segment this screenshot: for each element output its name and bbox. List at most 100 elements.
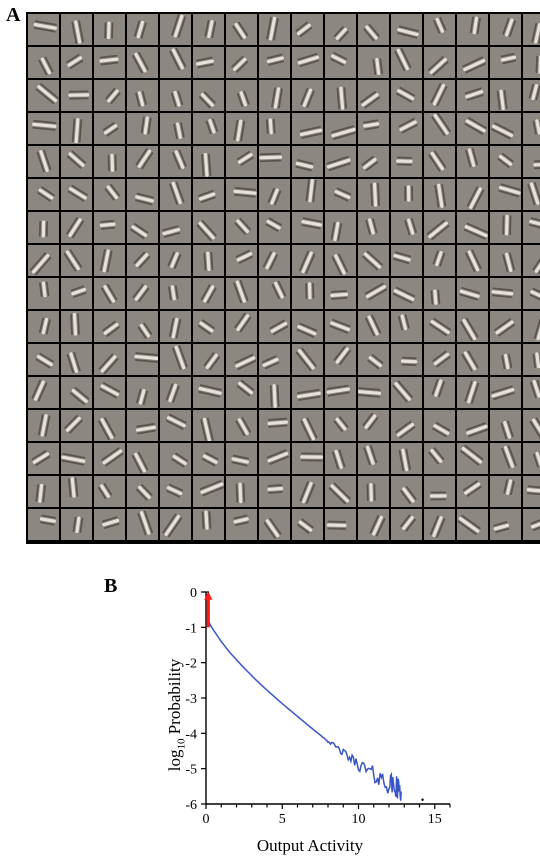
filter-cell [424,443,455,474]
filter-cell [94,278,125,309]
filter-cell [457,245,488,276]
filter-cell [160,311,191,342]
filter-cell [226,47,257,78]
filter-cell [160,476,191,507]
filter-cell [457,377,488,408]
filter-cell [523,278,540,309]
filter-cell [94,113,125,144]
filter-cell [523,80,540,111]
y-tick-label: -6 [185,798,197,813]
filter-cell [193,179,224,210]
filter-cell [127,443,158,474]
filter-cell [523,146,540,177]
filter-cell [523,311,540,342]
filter-cell [160,212,191,243]
filter-cell [523,14,540,45]
filter-cell [424,476,455,507]
filter-cell [391,377,422,408]
filter-cell [424,344,455,375]
filter-cell [292,443,323,474]
filter-cell [490,245,521,276]
filter-cell [358,377,389,408]
filter-cell [226,113,257,144]
filter-cell [28,179,59,210]
filter-cell [457,80,488,111]
filter-cell [193,245,224,276]
filter-cell [424,509,455,540]
panel-b-plot: 0-1-2-3-4-5-6051015 log10 Probability Ou… [150,580,470,850]
filter-cell [61,179,92,210]
y-tick-label: 0 [190,586,197,601]
filter-cell [226,410,257,441]
filter-cell [391,212,422,243]
filter-cell [226,245,257,276]
filter-cell [28,443,59,474]
filter-cell [61,311,92,342]
filter-cell [61,509,92,540]
filter-cell [292,146,323,177]
filter-cell [391,311,422,342]
filter-cell [28,377,59,408]
filter-cell [61,80,92,111]
filter-cell [424,377,455,408]
filter-cell [523,410,540,441]
filter-cell [325,344,356,375]
filter-cell [490,179,521,210]
filter-cell [94,443,125,474]
filter-cell [193,509,224,540]
filter-cell [358,179,389,210]
filter-cell [28,113,59,144]
filter-cell [457,410,488,441]
filter-cell [259,245,290,276]
filter-cell [226,509,257,540]
filter-cell [424,212,455,243]
filter-cell [160,344,191,375]
filter-cell [424,410,455,441]
filter-cell [457,476,488,507]
filter-cell [61,476,92,507]
filter-cell [259,443,290,474]
filter-cell [358,146,389,177]
filter-cell [391,146,422,177]
x-tick-label: 10 [352,812,366,827]
filter-cell [259,410,290,441]
filter-cell [94,245,125,276]
filter-cell [358,344,389,375]
panel-a-filter-grid [26,12,540,544]
x-tick-label: 15 [428,812,442,827]
filter-cell [259,179,290,210]
filter-cell [259,146,290,177]
filter-cell [358,509,389,540]
filter-cell [193,80,224,111]
filter-cell [259,476,290,507]
filter-cell [94,14,125,45]
filter-cell [325,113,356,144]
filter-cell [28,410,59,441]
filter-cell [292,344,323,375]
filter-cell [193,14,224,45]
probability-curve [208,620,401,800]
filter-cell [424,245,455,276]
filter-cell [424,146,455,177]
filter-cell [523,47,540,78]
filter-cell [325,245,356,276]
filter-cell [160,113,191,144]
filter-cell [193,113,224,144]
filter-cell [127,113,158,144]
outlier-dot [421,799,423,801]
filter-cell [325,311,356,342]
filter-cell [193,410,224,441]
filter-cell [28,344,59,375]
filter-cell [226,80,257,111]
filter-cell [457,509,488,540]
filter-cell [160,410,191,441]
filter-cell [127,377,158,408]
filter-cell [358,14,389,45]
filter-cell [292,278,323,309]
filter-cell [490,80,521,111]
filter-cell [259,377,290,408]
filter-cell [61,14,92,45]
filter-cell [325,146,356,177]
filter-cell [193,47,224,78]
filter-cell [127,311,158,342]
